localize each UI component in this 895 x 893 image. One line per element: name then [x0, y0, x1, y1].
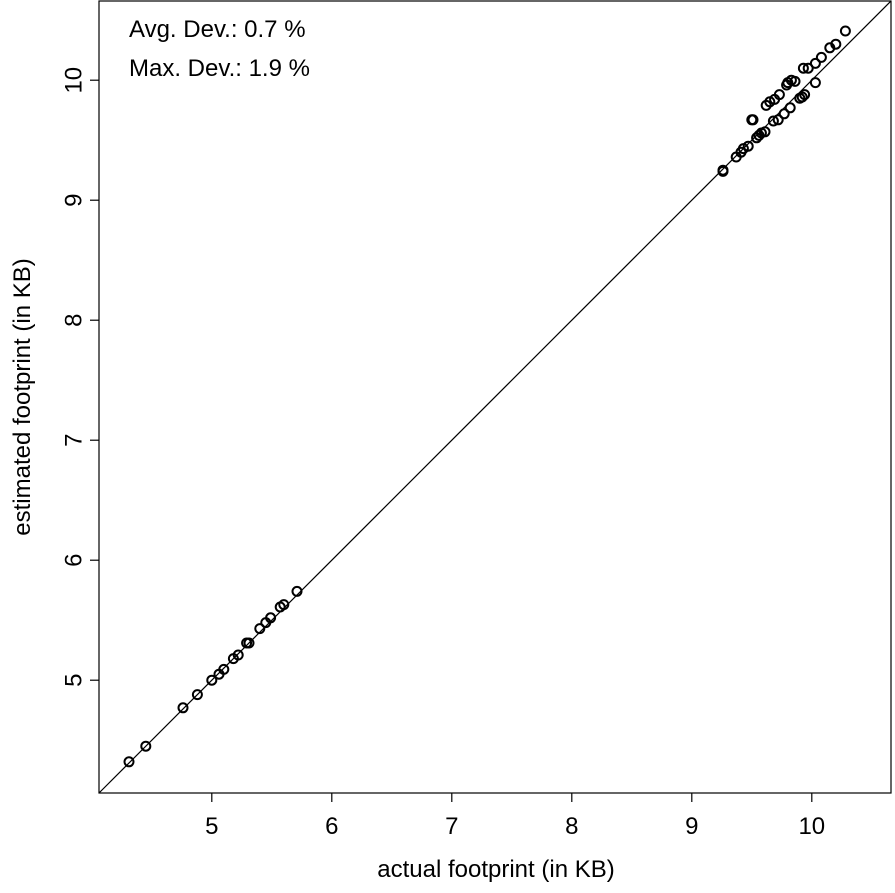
x-tick-label: 7 [445, 813, 458, 840]
x-tick-label: 6 [325, 813, 338, 840]
data-point [815, 51, 827, 63]
data-point [839, 25, 851, 37]
data-point [809, 77, 821, 89]
data-point [177, 702, 189, 714]
y-tick-label: 8 [60, 314, 87, 327]
reference-line [98, 0, 892, 794]
data-point [140, 740, 152, 752]
data-point [809, 57, 821, 69]
y-tick-label: 10 [60, 67, 87, 94]
data-points [123, 25, 851, 768]
data-point [747, 114, 759, 126]
x-axis-ticks: 5 6 7 8 9 10 [205, 793, 825, 840]
data-point [778, 108, 790, 120]
data-point [789, 75, 801, 87]
data-point [206, 674, 218, 686]
data-point [218, 663, 230, 675]
avg-dev-annotation: Avg. Dev.: 0.7 % [129, 16, 306, 43]
y-axis-label: estimated footprint (in KB) [9, 258, 36, 535]
data-point [265, 612, 277, 624]
data-point [278, 599, 290, 611]
data-point [796, 91, 808, 103]
data-point [123, 756, 135, 768]
data-point [243, 637, 255, 649]
y-tick-label: 6 [60, 554, 87, 567]
data-point [717, 164, 729, 176]
x-axis-label: actual footprint (in KB) [377, 856, 614, 883]
data-point [254, 623, 266, 635]
data-point [767, 115, 779, 127]
max-dev-annotation: Max. Dev.: 1.9 % [129, 55, 310, 82]
x-tick-label: 5 [205, 813, 218, 840]
data-point [772, 114, 784, 126]
data-point [784, 102, 796, 114]
data-point [773, 89, 785, 101]
data-point [742, 140, 754, 152]
data-point [797, 62, 809, 74]
data-point [830, 38, 842, 50]
y-axis-ticks: 5 6 7 8 9 10 [60, 67, 99, 687]
data-point [291, 585, 303, 597]
x-tick-label: 8 [565, 813, 578, 840]
y-tick-label: 9 [60, 194, 87, 207]
plot-frame [98, 0, 892, 794]
y-tick-label: 7 [60, 434, 87, 447]
data-point [802, 62, 814, 74]
x-tick-label: 10 [798, 813, 825, 840]
data-point [759, 126, 771, 138]
y-tick-label: 5 [60, 674, 87, 687]
data-point [232, 649, 244, 661]
data-point [191, 689, 203, 701]
data-point [799, 89, 811, 101]
x-tick-label: 9 [685, 813, 698, 840]
